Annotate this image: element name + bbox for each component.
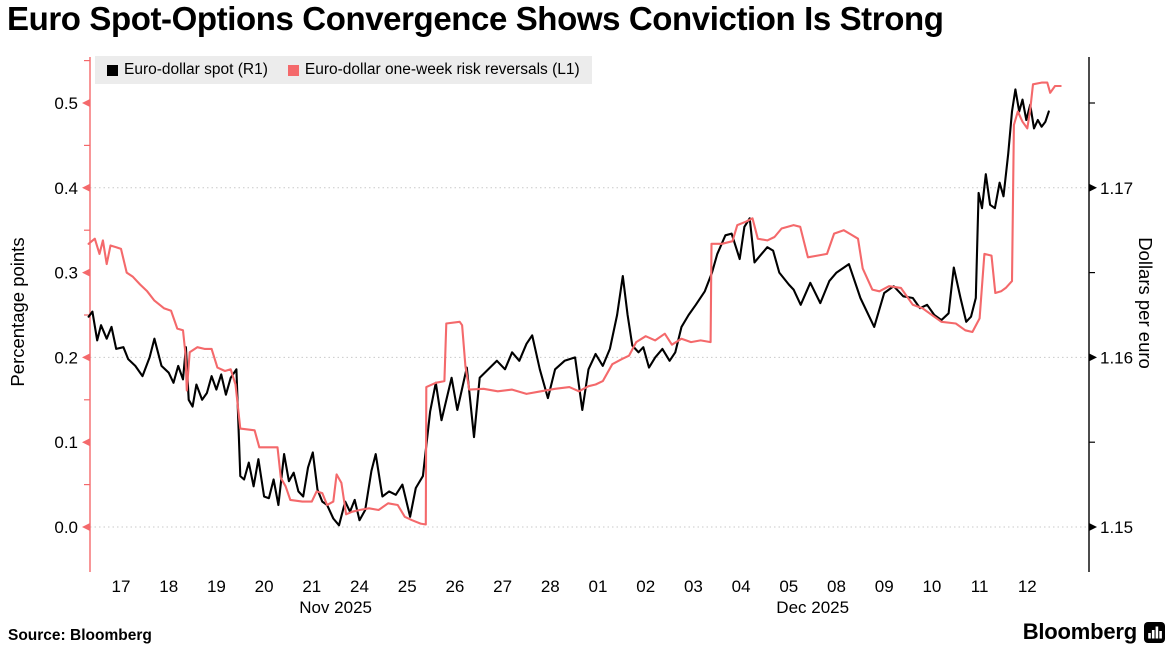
risk-reversal-series-swatch-icon [287, 64, 299, 76]
svg-text:26: 26 [445, 577, 464, 596]
svg-text:0.1: 0.1 [54, 433, 78, 452]
spot-series-swatch-icon [107, 64, 118, 76]
bloomberg-wordmark: Bloomberg [1022, 619, 1138, 644]
bloomberg-brand: Bloomberg [1023, 619, 1165, 645]
svg-text:04: 04 [732, 577, 751, 596]
svg-text:25: 25 [398, 577, 417, 596]
svg-text:12: 12 [1018, 577, 1037, 596]
bloomberg-bars-icon [1144, 621, 1165, 643]
svg-text:24: 24 [350, 577, 369, 596]
svg-text:27: 27 [493, 577, 512, 596]
svg-text:11: 11 [971, 577, 989, 596]
chart-legend: Euro-dollar spot (R1) Euro-dollar one-we… [95, 56, 592, 84]
svg-text:05: 05 [779, 577, 798, 596]
svg-text:0.2: 0.2 [54, 348, 78, 367]
chart-title: Euro Spot-Options Convergence Shows Conv… [7, 0, 944, 37]
svg-text:19: 19 [207, 577, 226, 596]
svg-text:01: 01 [589, 577, 608, 596]
svg-text:20: 20 [255, 577, 274, 596]
svg-text:1.15: 1.15 [1100, 518, 1133, 537]
svg-text:03: 03 [684, 577, 703, 596]
svg-text:08: 08 [827, 577, 846, 596]
legend-item-risk-reversals: Euro-dollar one-week risk reversals (L1) [287, 61, 580, 79]
svg-text:21: 21 [302, 577, 321, 596]
svg-text:09: 09 [875, 577, 894, 596]
svg-text:18: 18 [159, 577, 178, 596]
legend-label-risk-reversals: Euro-dollar one-week risk reversals (L1) [304, 61, 580, 78]
svg-text:0.3: 0.3 [54, 264, 78, 283]
svg-text:0.5: 0.5 [54, 94, 78, 113]
svg-text:10: 10 [922, 577, 941, 596]
svg-text:17: 17 [112, 577, 131, 596]
svg-text:Dollars per euro: Dollars per euro [1135, 237, 1156, 369]
svg-text:0.4: 0.4 [54, 179, 78, 198]
legend-item-spot: Euro-dollar spot (R1) [107, 61, 268, 79]
svg-text:Percentage points: Percentage points [7, 237, 28, 386]
svg-text:Nov 2025: Nov 2025 [299, 598, 372, 617]
legend-label-spot: Euro-dollar spot (R1) [124, 61, 268, 78]
svg-text:1.17: 1.17 [1100, 179, 1133, 198]
svg-text:1.16: 1.16 [1100, 348, 1133, 367]
svg-text:Dec 2025: Dec 2025 [776, 598, 849, 617]
svg-text:0.0: 0.0 [54, 518, 78, 537]
svg-text:02: 02 [636, 577, 655, 596]
svg-text:28: 28 [541, 577, 560, 596]
source-label: Source: Bloomberg [8, 627, 152, 644]
